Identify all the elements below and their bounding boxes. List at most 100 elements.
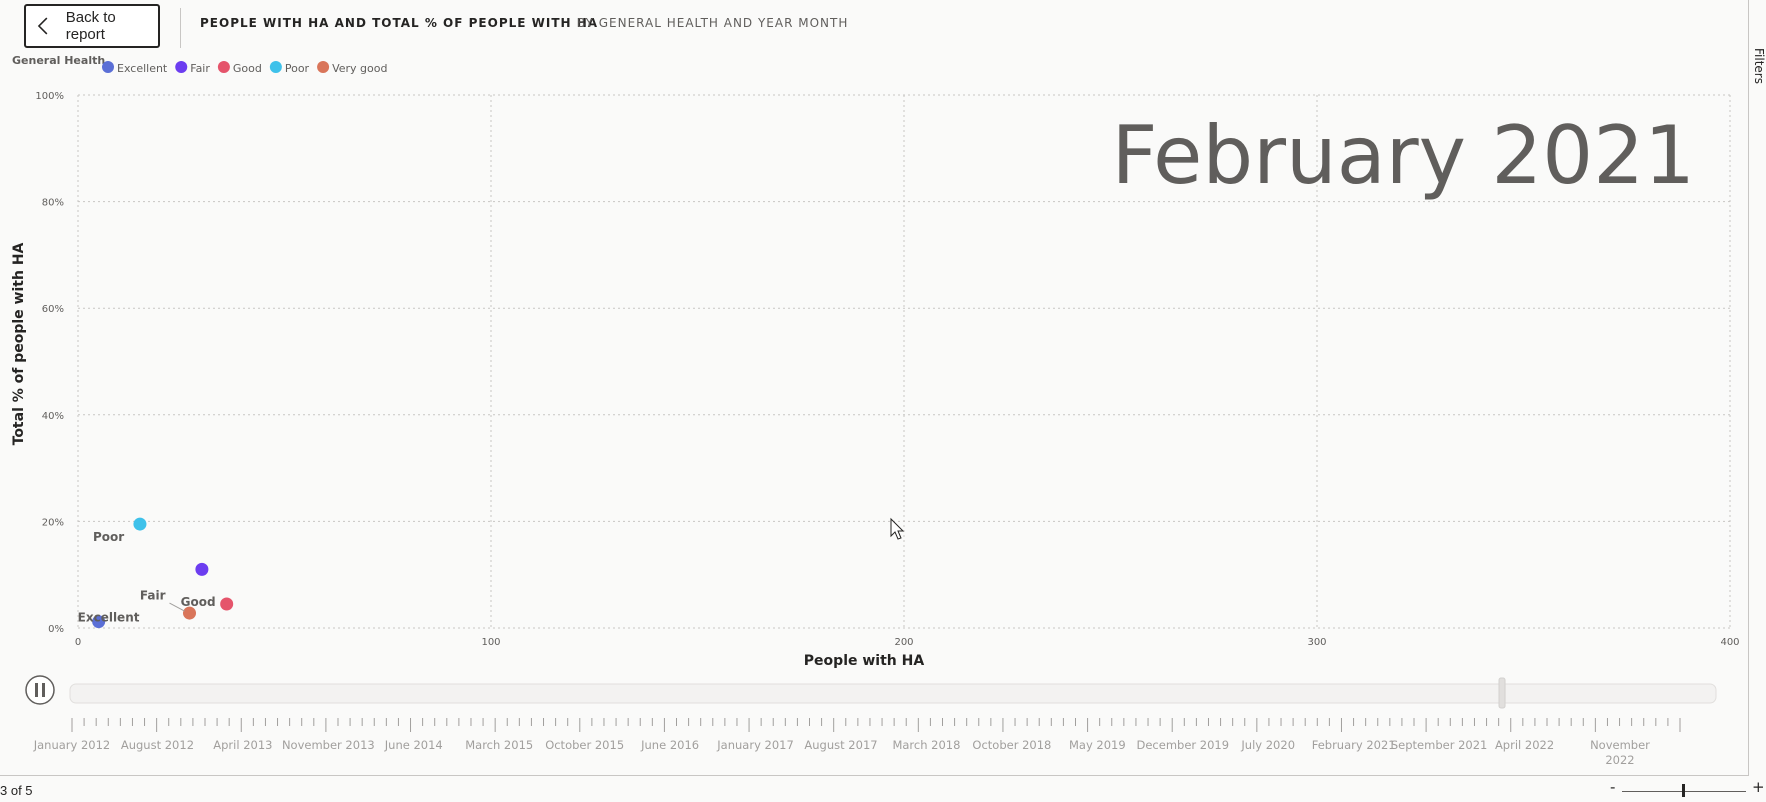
gridlines <box>77 94 1731 629</box>
play-pause-button[interactable] <box>25 675 55 705</box>
back-to-report-button[interactable]: Back to report <box>24 4 160 48</box>
play-axis-label[interactable]: December 2019 <box>1136 738 1229 752</box>
legend-label-1[interactable]: Fair <box>190 62 210 75</box>
y-tick-label: 60% <box>42 304 64 315</box>
y-tick-label: 80% <box>42 198 64 209</box>
data-point-fair[interactable] <box>195 562 209 576</box>
play-axis-label-line: October 2018 <box>972 738 1051 752</box>
play-axis-label-line: April 2013 <box>213 738 272 752</box>
legend-label-0[interactable]: Excellent <box>117 62 168 75</box>
x-tick-label: 100 <box>481 637 500 648</box>
play-axis-label-line: January 2012 <box>33 738 111 752</box>
zoom-out-button[interactable]: - <box>1610 778 1616 796</box>
play-axis-label-line: September 2021 <box>1391 738 1488 752</box>
play-axis-label[interactable]: March 2018 <box>892 738 960 752</box>
y-tick-label: 20% <box>42 517 64 528</box>
legend-marker-2 <box>217 61 230 73</box>
play-axis-label[interactable]: January 2012 <box>33 738 111 752</box>
play-axis-label[interactable]: August 2017 <box>804 738 877 752</box>
page-indicator: 3 of 5 <box>0 783 33 798</box>
data-point-very-good[interactable] <box>183 606 197 620</box>
play-axis-label[interactable]: February 2021 <box>1312 738 1396 752</box>
play-axis-label[interactable]: April 2022 <box>1495 738 1554 752</box>
data-label-poor: Poor <box>93 530 124 544</box>
current-frame-label: February 2021 <box>1111 109 1695 202</box>
data-label-excellent: Excellent <box>78 611 140 625</box>
pause-button-circle[interactable] <box>25 675 55 705</box>
data-point-good[interactable] <box>220 597 234 611</box>
data-label-good: Good <box>181 595 216 609</box>
legend-label-3[interactable]: Poor <box>285 62 310 75</box>
play-axis-label-line: June 2016 <box>640 738 699 752</box>
zoom-slider-thumb[interactable] <box>1682 784 1685 797</box>
play-axis-label-line: March 2015 <box>465 738 533 752</box>
mouse-cursor <box>890 517 905 540</box>
pause-icon <box>42 683 45 697</box>
legend-marker-0 <box>102 61 114 73</box>
data-point-poor[interactable] <box>133 517 147 531</box>
play-axis-label-line: October 2015 <box>545 738 624 752</box>
cursor-arrow-icon <box>890 517 905 540</box>
pause-icon <box>35 683 38 697</box>
play-axis-label[interactable]: August 2012 <box>121 738 194 752</box>
legend: General Health Excellent Fair Good Poor Very… <box>12 54 388 75</box>
play-axis-label-line: February 2021 <box>1312 738 1396 752</box>
legend-marker-1 <box>175 61 188 73</box>
play-axis-label-line: November <box>1590 738 1650 752</box>
x-tick-label: 200 <box>894 637 913 648</box>
zoom-in-button[interactable]: + <box>1752 778 1765 796</box>
data-point-excellent[interactable] <box>92 615 106 629</box>
filters-pane-tab[interactable]: Filters <box>1752 48 1766 84</box>
play-axis-label-line: August 2017 <box>804 738 877 752</box>
legend-label-4[interactable]: Very good <box>332 62 387 75</box>
play-axis-label[interactable]: May 2019 <box>1069 738 1126 752</box>
play-axis-label-line: March 2018 <box>892 738 960 752</box>
play-axis-label-line: August 2012 <box>121 738 194 752</box>
play-axis-label-line: June 2014 <box>384 738 443 752</box>
header-divider <box>180 8 181 48</box>
visual-border-bottom <box>0 775 1749 776</box>
play-axis-label[interactable]: June 2016 <box>640 738 699 752</box>
chart-title: PEOPLE WITH HA AND TOTAL % OF PEOPLE WIT… <box>200 16 599 30</box>
play-axis-track[interactable] <box>69 683 1717 704</box>
play-axis-label-line: 2022 <box>1605 753 1634 767</box>
legend-marker-3 <box>269 61 282 73</box>
legend-marker-4 <box>317 61 330 73</box>
scatter-chart: General Health Excellent Fair Good Poor Very… <box>11 54 1740 767</box>
play-axis-label[interactable]: October 2015 <box>545 738 624 752</box>
play-axis-label-line: May 2019 <box>1069 738 1126 752</box>
play-axis-label[interactable]: September 2021 <box>1391 738 1488 752</box>
play-axis-label[interactable]: November 2022 <box>1590 738 1650 767</box>
legend-title: General Health <box>12 54 105 67</box>
play-axis-label-line: January 2017 <box>716 738 794 752</box>
x-axis-title: People with HA <box>804 653 925 669</box>
play-axis-label-line: April 2022 <box>1495 738 1554 752</box>
x-tick-label: 400 <box>1720 637 1739 648</box>
play-axis-label[interactable]: July 2020 <box>1240 738 1295 752</box>
play-axis: January 2012 August 2012 April 2013 Novembe… <box>25 517 1717 767</box>
y-tick-label: 40% <box>42 411 64 422</box>
play-axis-label[interactable]: June 2014 <box>384 738 443 752</box>
play-axis-thumb[interactable] <box>1498 677 1506 709</box>
y-axis-title: Total % of people with HA <box>11 242 27 445</box>
play-axis-label[interactable]: April 2013 <box>213 738 272 752</box>
axes: 0% 20% 40% 60% 80% 100% 0 100 200 300 400 <box>35 91 1739 648</box>
play-axis-label[interactable]: January 2017 <box>716 738 794 752</box>
play-axis-label-line: November 2013 <box>282 738 375 752</box>
legend-label-2[interactable]: Good <box>233 62 262 75</box>
play-axis-label-line: December 2019 <box>1136 738 1229 752</box>
x-tick-label: 0 <box>75 637 81 648</box>
play-axis-label[interactable]: October 2018 <box>972 738 1051 752</box>
visual-border-right <box>1748 0 1749 776</box>
y-tick-label: 0% <box>48 624 64 635</box>
chevron-left-icon <box>37 17 48 35</box>
back-to-report-label: Back to report <box>65 9 116 43</box>
chart-subtitle: BY GENERAL HEALTH AND YEAR MONTH <box>577 16 849 30</box>
play-axis-label[interactable]: March 2015 <box>465 738 533 752</box>
play-axis-label[interactable]: November 2013 <box>282 738 375 752</box>
data-label-fair: Fair <box>140 588 166 602</box>
x-tick-label: 300 <box>1307 637 1326 648</box>
y-tick-label: 100% <box>35 91 64 102</box>
